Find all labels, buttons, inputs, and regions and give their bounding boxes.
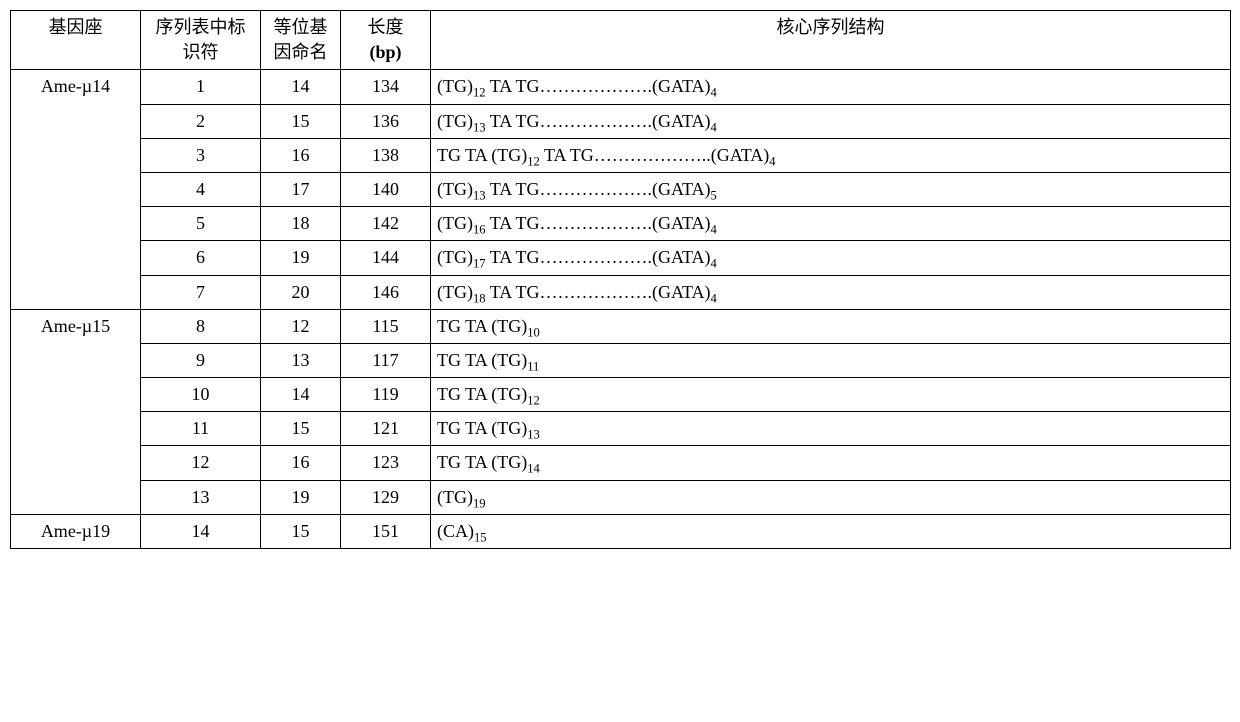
- cell-length: 138: [341, 138, 431, 172]
- cell-seqid: 1: [141, 70, 261, 104]
- cell-structure: (TG)17 TA TG……………….(GATA)4: [431, 241, 1231, 275]
- cell-structure: TG TA (TG)12 TA TG………………..(GATA)4: [431, 138, 1231, 172]
- table-row: 1319129(TG)19: [11, 480, 1231, 514]
- table-row: 1115121TG TA (TG)13: [11, 412, 1231, 446]
- cell-structure: (TG)18 TA TG……………….(GATA)4: [431, 275, 1231, 309]
- cell-allele: 19: [261, 480, 341, 514]
- table-row: 1216123TG TA (TG)14: [11, 446, 1231, 480]
- cell-length: 136: [341, 104, 431, 138]
- cell-seqid: 9: [141, 343, 261, 377]
- cell-length: 140: [341, 172, 431, 206]
- cell-structure: TG TA (TG)11: [431, 343, 1231, 377]
- cell-length: 134: [341, 70, 431, 104]
- cell-allele: 20: [261, 275, 341, 309]
- cell-allele: 18: [261, 207, 341, 241]
- cell-seqid: 3: [141, 138, 261, 172]
- cell-allele: 14: [261, 70, 341, 104]
- cell-structure: (CA)15: [431, 514, 1231, 548]
- cell-structure: (TG)19: [431, 480, 1231, 514]
- table-row: 619144(TG)17 TA TG……………….(GATA)4: [11, 241, 1231, 275]
- col-length-line2: (bp): [369, 42, 401, 62]
- cell-seqid: 2: [141, 104, 261, 138]
- table-body: Ame-µ14114134(TG)12 TA TG……………….(GATA)42…: [11, 70, 1231, 549]
- table-row: 518142(TG)16 TA TG……………….(GATA)4: [11, 207, 1231, 241]
- cell-structure: TG TA (TG)14: [431, 446, 1231, 480]
- table-row: 215136(TG)13 TA TG……………….(GATA)4: [11, 104, 1231, 138]
- col-structure: 核心序列结构: [431, 11, 1231, 70]
- cell-length: 119: [341, 378, 431, 412]
- cell-length: 115: [341, 309, 431, 343]
- cell-length: 123: [341, 446, 431, 480]
- col-locus: 基因座: [11, 11, 141, 70]
- cell-locus: Ame-µ19: [11, 514, 141, 548]
- cell-structure: TG TA (TG)13: [431, 412, 1231, 446]
- table-row: 417140(TG)13 TA TG……………….(GATA)5: [11, 172, 1231, 206]
- cell-seqid: 13: [141, 480, 261, 514]
- cell-length: 144: [341, 241, 431, 275]
- cell-structure: TG TA (TG)12: [431, 378, 1231, 412]
- table-row: Ame-µ191415151(CA)15: [11, 514, 1231, 548]
- cell-seqid: 7: [141, 275, 261, 309]
- cell-locus: Ame-µ15: [11, 309, 141, 514]
- cell-seqid: 12: [141, 446, 261, 480]
- cell-allele: 16: [261, 138, 341, 172]
- allele-table: 基因座 序列表中标识符 等位基因命名 长度 (bp) 核心序列结构 Ame-µ1…: [10, 10, 1231, 549]
- cell-allele: 14: [261, 378, 341, 412]
- cell-allele: 15: [261, 412, 341, 446]
- cell-structure: (TG)12 TA TG……………….(GATA)4: [431, 70, 1231, 104]
- cell-length: 129: [341, 480, 431, 514]
- col-allele: 等位基因命名: [261, 11, 341, 70]
- cell-seqid: 5: [141, 207, 261, 241]
- cell-allele: 17: [261, 172, 341, 206]
- table-row: Ame-µ14114134(TG)12 TA TG……………….(GATA)4: [11, 70, 1231, 104]
- cell-locus: Ame-µ14: [11, 70, 141, 309]
- col-length-line1: 长度: [368, 17, 404, 37]
- table-row: Ame-µ15812115TG TA (TG)10: [11, 309, 1231, 343]
- col-seqid: 序列表中标识符: [141, 11, 261, 70]
- cell-allele: 15: [261, 104, 341, 138]
- cell-length: 117: [341, 343, 431, 377]
- cell-length: 142: [341, 207, 431, 241]
- cell-seqid: 6: [141, 241, 261, 275]
- cell-structure: TG TA (TG)10: [431, 309, 1231, 343]
- table-row: 316138TG TA (TG)12 TA TG………………..(GATA)4: [11, 138, 1231, 172]
- table-row: 1014119TG TA (TG)12: [11, 378, 1231, 412]
- cell-seqid: 11: [141, 412, 261, 446]
- cell-length: 146: [341, 275, 431, 309]
- cell-length: 151: [341, 514, 431, 548]
- cell-structure: (TG)16 TA TG……………….(GATA)4: [431, 207, 1231, 241]
- cell-length: 121: [341, 412, 431, 446]
- cell-allele: 12: [261, 309, 341, 343]
- cell-allele: 19: [261, 241, 341, 275]
- cell-structure: (TG)13 TA TG……………….(GATA)5: [431, 172, 1231, 206]
- cell-allele: 13: [261, 343, 341, 377]
- cell-structure: (TG)13 TA TG……………….(GATA)4: [431, 104, 1231, 138]
- table-row: 720146(TG)18 TA TG……………….(GATA)4: [11, 275, 1231, 309]
- cell-allele: 16: [261, 446, 341, 480]
- cell-seqid: 14: [141, 514, 261, 548]
- cell-seqid: 4: [141, 172, 261, 206]
- table-header-row: 基因座 序列表中标识符 等位基因命名 长度 (bp) 核心序列结构: [11, 11, 1231, 70]
- table-row: 913117TG TA (TG)11: [11, 343, 1231, 377]
- col-length: 长度 (bp): [341, 11, 431, 70]
- cell-allele: 15: [261, 514, 341, 548]
- cell-seqid: 8: [141, 309, 261, 343]
- cell-seqid: 10: [141, 378, 261, 412]
